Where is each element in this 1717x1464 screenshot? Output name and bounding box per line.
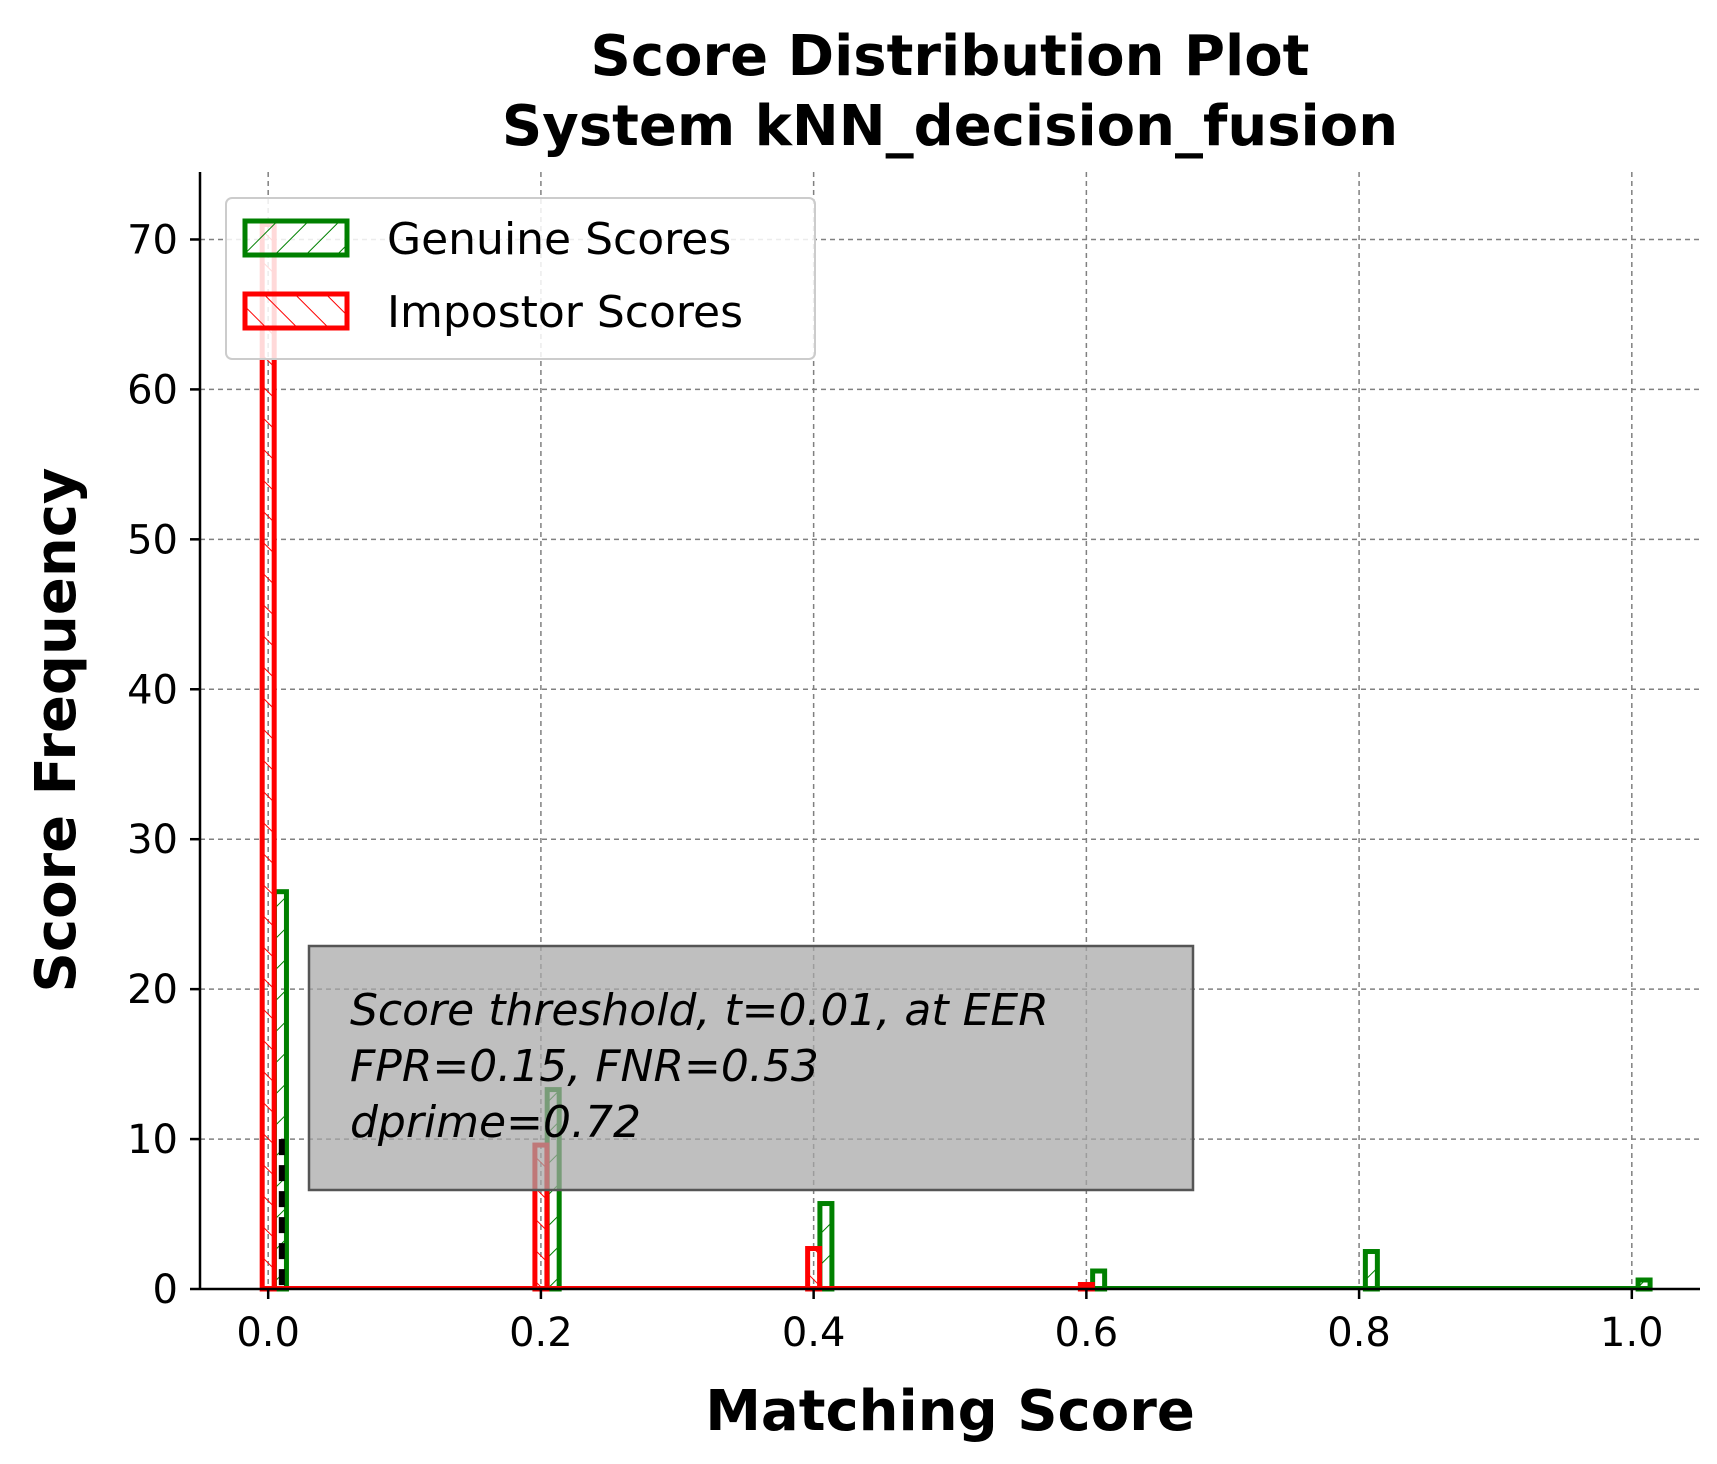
axes [198, 172, 1700, 1291]
legend-swatch-impostor [242, 291, 350, 331]
x-tick-label: 0.2 [509, 1310, 573, 1356]
legend-label-impostor: Impostor Scores [387, 287, 743, 338]
impostor-bar [259, 221, 277, 1292]
annotation-background [307, 944, 1195, 1192]
y-tick-label: 50 [127, 517, 178, 563]
y-tick-label: 30 [127, 817, 178, 863]
ticks: 0.0 0.2 0.4 0.6 0.8 1.0 0 10 20 30 40 50 60 70 [127, 217, 1664, 1356]
legend-frame [225, 197, 816, 360]
genuine-bar [1635, 1277, 1653, 1292]
x-axis-label: Matching Score [705, 1379, 1195, 1444]
x-tick-label: 0.8 [1327, 1310, 1391, 1356]
x-tick-label: 0.6 [1055, 1310, 1119, 1356]
y-tick-label: 0 [153, 1267, 178, 1313]
chart-title: Score Distribution Plot [591, 24, 1310, 89]
y-axis-label: Score Frequency [24, 468, 89, 993]
y-tick-label: 40 [127, 667, 178, 713]
legend-label-genuine: Genuine Scores [387, 214, 731, 265]
y-tick-label: 70 [127, 217, 178, 263]
y-tick-label: 60 [127, 367, 178, 413]
chart-subtitle: System kNN_decision_fusion [502, 94, 1398, 159]
y-tick-label: 10 [127, 1117, 178, 1163]
annotation-line-1: Score threshold, t=0.01, at EER [350, 985, 1049, 1036]
x-tick-label: 0.4 [782, 1310, 846, 1356]
legend: Genuine Scores Impostor Scores [225, 197, 816, 360]
x-tick-label: 1.0 [1600, 1310, 1664, 1356]
impostor-bar [805, 1246, 823, 1292]
annotation-box: Score threshold, t=0.01, at EER FPR=0.15… [307, 944, 1195, 1192]
legend-swatch-genuine [242, 218, 350, 258]
y-tick-label: 20 [127, 967, 178, 1013]
annotation-line-2: FPR=0.15, FNR=0.53 [350, 1041, 819, 1092]
genuine-bar [1362, 1249, 1380, 1292]
x-tick-label: 0.0 [236, 1310, 300, 1356]
annotation-line-3: dprime=0.72 [350, 1097, 641, 1148]
